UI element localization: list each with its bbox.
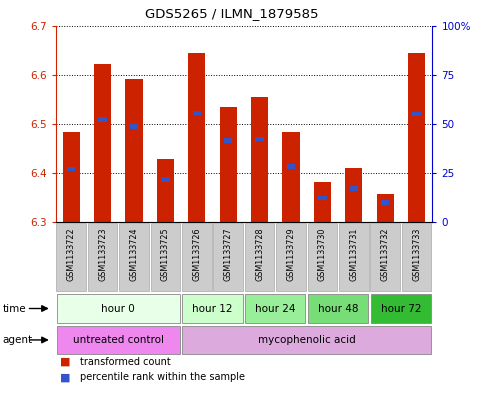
Bar xyxy=(287,164,295,169)
Bar xyxy=(370,224,400,291)
Bar xyxy=(220,107,237,222)
Bar xyxy=(245,224,274,291)
Text: hour 24: hour 24 xyxy=(255,303,296,314)
Bar xyxy=(130,124,138,129)
Bar xyxy=(276,224,306,291)
Bar xyxy=(183,294,242,323)
Bar xyxy=(224,138,232,143)
Bar xyxy=(256,137,264,141)
Bar xyxy=(57,326,180,354)
Text: GSM1133729: GSM1133729 xyxy=(286,228,296,281)
Bar xyxy=(308,224,337,291)
Text: untreated control: untreated control xyxy=(73,335,164,345)
Bar xyxy=(314,182,331,222)
Text: GSM1133731: GSM1133731 xyxy=(349,228,358,281)
Bar xyxy=(412,112,421,116)
Text: time: time xyxy=(2,303,26,314)
Text: ■: ■ xyxy=(60,356,71,367)
Bar xyxy=(377,194,394,222)
Text: transformed count: transformed count xyxy=(80,356,170,367)
Text: agent: agent xyxy=(2,335,32,345)
Bar xyxy=(318,195,327,200)
Bar xyxy=(183,326,431,354)
Text: hour 12: hour 12 xyxy=(192,303,233,314)
Bar xyxy=(119,224,149,291)
Bar xyxy=(161,177,170,182)
Bar xyxy=(283,132,299,222)
Bar xyxy=(67,167,75,171)
Text: GSM1133726: GSM1133726 xyxy=(192,228,201,281)
Bar xyxy=(63,132,80,222)
Text: mycophenolic acid: mycophenolic acid xyxy=(258,335,355,345)
Bar xyxy=(182,224,212,291)
Text: ■: ■ xyxy=(60,372,71,382)
Text: hour 72: hour 72 xyxy=(381,303,421,314)
Text: hour 48: hour 48 xyxy=(318,303,358,314)
Bar xyxy=(88,224,117,291)
Text: percentile rank within the sample: percentile rank within the sample xyxy=(80,372,245,382)
Text: GSM1133730: GSM1133730 xyxy=(318,228,327,281)
Bar xyxy=(157,159,174,222)
Bar xyxy=(251,97,268,222)
Text: GSM1133722: GSM1133722 xyxy=(67,228,76,281)
Bar xyxy=(339,224,369,291)
Bar xyxy=(188,53,205,222)
Text: GSM1133732: GSM1133732 xyxy=(381,228,390,281)
Bar xyxy=(213,224,243,291)
Text: hour 0: hour 0 xyxy=(101,303,135,314)
Bar xyxy=(126,79,142,222)
Text: GSM1133727: GSM1133727 xyxy=(224,228,233,281)
Bar xyxy=(151,224,180,291)
Text: GSM1133724: GSM1133724 xyxy=(129,228,139,281)
Text: GSM1133733: GSM1133733 xyxy=(412,228,421,281)
Text: GSM1133723: GSM1133723 xyxy=(98,228,107,281)
Bar xyxy=(350,186,358,191)
Bar xyxy=(57,294,180,323)
Text: GSM1133725: GSM1133725 xyxy=(161,228,170,281)
Bar xyxy=(381,200,389,205)
Bar xyxy=(308,294,368,323)
Bar xyxy=(402,224,431,291)
Bar xyxy=(245,294,305,323)
Text: GDS5265 / ILMN_1879585: GDS5265 / ILMN_1879585 xyxy=(145,7,319,20)
Bar xyxy=(345,168,362,222)
Bar xyxy=(408,53,425,222)
Bar xyxy=(193,110,201,116)
Bar xyxy=(371,294,431,323)
Bar xyxy=(94,64,111,222)
Bar xyxy=(99,118,107,122)
Bar xyxy=(57,224,86,291)
Text: GSM1133728: GSM1133728 xyxy=(255,228,264,281)
